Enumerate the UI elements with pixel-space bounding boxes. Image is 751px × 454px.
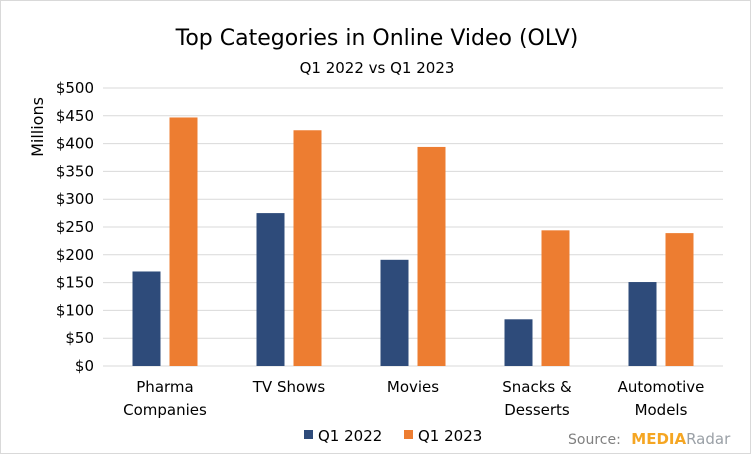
legend-swatch	[304, 430, 313, 439]
bar-q1-2022	[132, 271, 161, 366]
y-tick-label: $200	[56, 246, 94, 264]
svg-text:Source: MEDIARadar: Source: MEDIARadar	[568, 430, 731, 448]
gridlines	[103, 87, 723, 367]
source-credit: Source: MEDIARadar	[568, 430, 731, 448]
bar-q1-2022	[380, 259, 409, 366]
source-prefix: Source:	[568, 432, 621, 448]
bar-q1-2023	[293, 130, 322, 366]
y-tick-label: $0	[75, 357, 94, 375]
x-tick-label: Movies	[387, 378, 439, 396]
legend-label: Q1 2022	[318, 427, 382, 445]
chart-title: Top Categories in Online Video (OLV)	[175, 26, 579, 51]
legend: Q1 2022 Q1 2023	[304, 427, 482, 445]
bar-q1-2022	[504, 319, 533, 366]
chart-subtitle: Q1 2022 vs Q1 2023	[300, 59, 455, 77]
x-tick-label: Pharma	[136, 378, 193, 396]
bars	[132, 117, 694, 366]
y-tick-label: $300	[56, 190, 94, 208]
bar-q1-2023	[417, 146, 446, 366]
y-tick-label: $50	[65, 329, 94, 347]
y-tick-label: $150	[56, 274, 94, 292]
y-axis-label: Millions	[28, 97, 47, 157]
y-tick-label: $500	[56, 79, 94, 97]
legend-swatch	[404, 430, 413, 439]
bar-q1-2023	[665, 233, 694, 366]
brand-radar: Radar	[686, 430, 731, 448]
brand-media: MEDIA	[631, 430, 686, 448]
bar-q1-2023	[169, 117, 198, 366]
bar-q1-2022	[256, 213, 285, 366]
y-tick-label: $400	[56, 135, 94, 153]
y-tick-label: $350	[56, 162, 94, 180]
y-tick-label: $100	[56, 301, 94, 319]
x-tick-label: Companies	[123, 401, 207, 419]
x-tick-label: Models	[635, 401, 688, 419]
y-tick-label: $450	[56, 107, 94, 125]
bar-q1-2022	[628, 282, 657, 366]
x-tick-label: Desserts	[504, 401, 570, 419]
y-axis-ticks: $0 $50 $100 $150 $200 $250 $300 $350 $400 $450 $50…	[56, 79, 94, 375]
legend-label: Q1 2023	[418, 427, 482, 445]
bar-q1-2023	[541, 230, 570, 366]
y-tick-label: $250	[56, 218, 94, 236]
x-tick-label: Automotive	[618, 378, 705, 396]
x-tick-label: Snacks &	[502, 378, 572, 396]
x-tick-label: TV Shows	[252, 378, 326, 396]
x-axis-ticks: Pharma Companies TV Shows Movies Snacks & Des…	[123, 378, 704, 419]
